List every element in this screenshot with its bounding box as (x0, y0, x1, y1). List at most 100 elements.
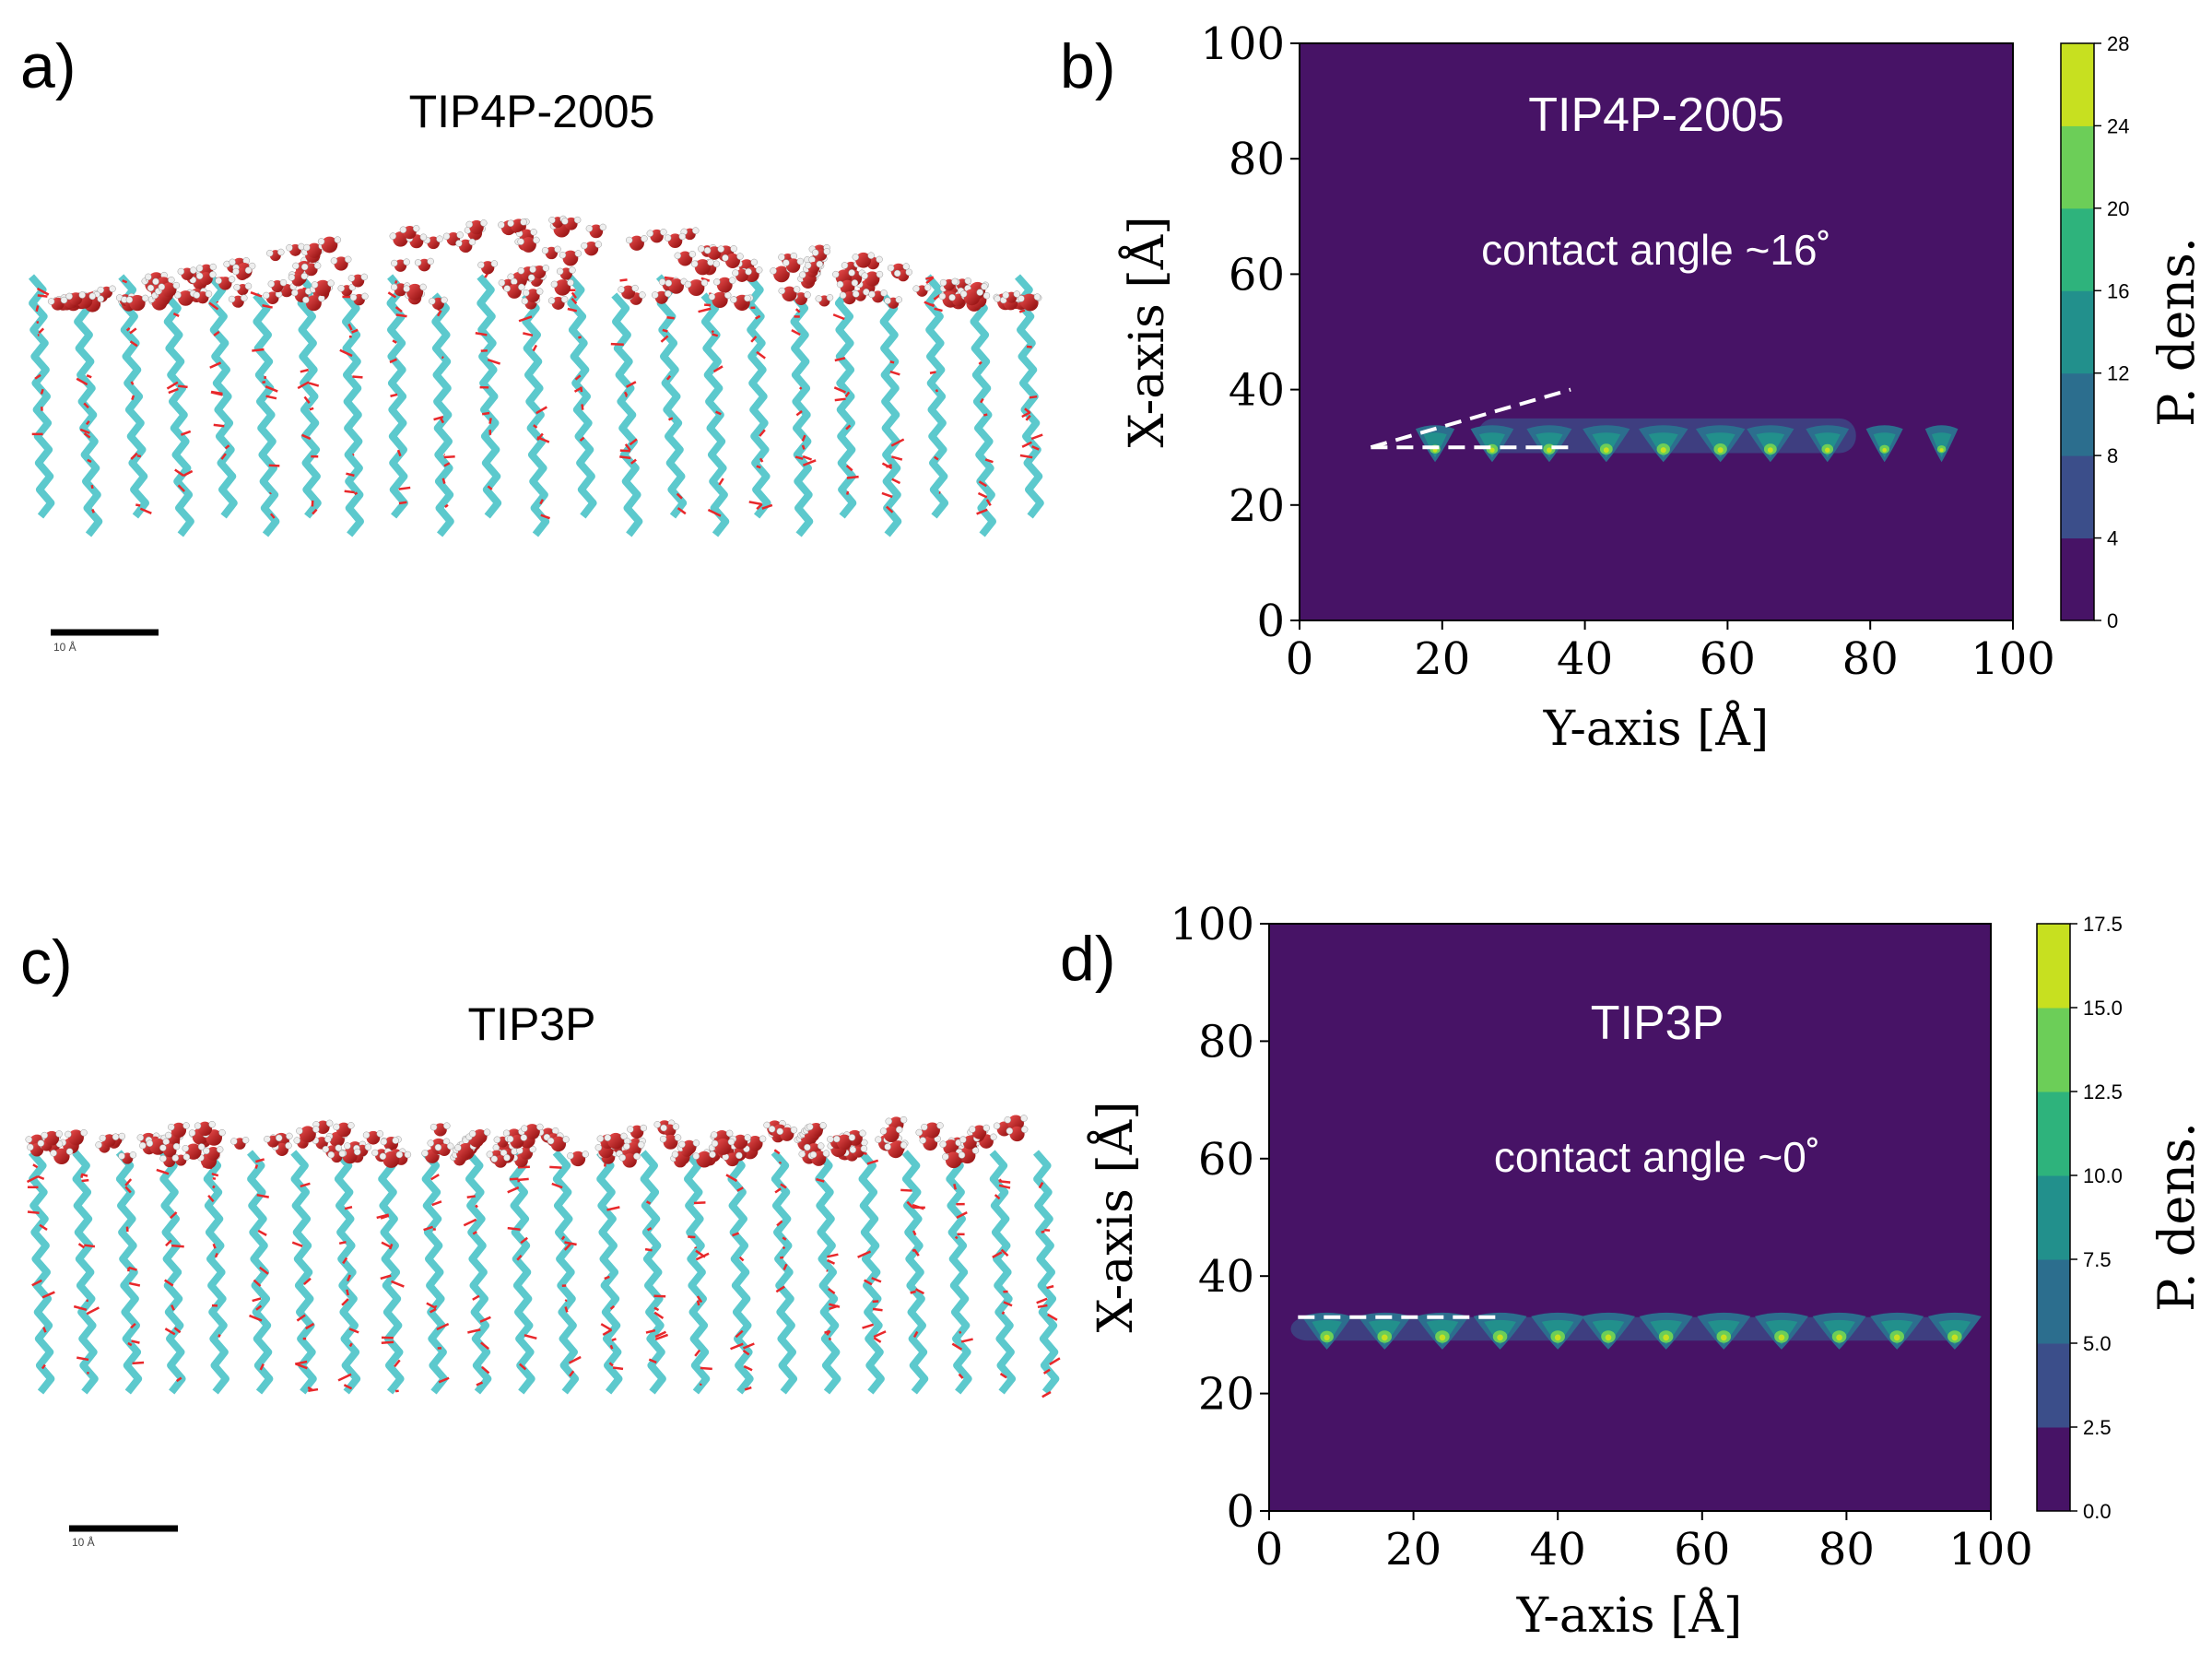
mol-a-chain-22-oxygen-9 (1027, 347, 1032, 348)
mol-c-water-10-h2 (422, 1150, 429, 1156)
mol-a-water-171-h1 (79, 292, 86, 299)
mol-a-water-133-h1 (660, 229, 666, 235)
mol-c-chain-7 (337, 1152, 359, 1392)
mol-a-water-177-h2 (312, 281, 318, 288)
chart-d-xtick-label-5: 100 (1948, 1524, 2033, 1575)
mol-c-water-107-h1 (818, 1143, 824, 1150)
mol-a-water-189-h1 (575, 250, 582, 256)
mol-a-water-172-h1 (977, 289, 983, 296)
mol-a-water-149-h2 (318, 238, 324, 244)
mol-a-chain-17-oxygen-1 (803, 445, 805, 449)
mol-a-chain-22-oxygen-0 (1031, 435, 1042, 439)
mol-c-water-127-h1 (393, 1138, 399, 1144)
mol-c-chain-4-oxygen-8 (214, 1244, 216, 1248)
mol-a-chain-21-oxygen-5 (978, 493, 986, 497)
mol-a-chain-11-backbone (524, 295, 546, 535)
mol-a-water-161-h2 (348, 275, 355, 281)
mol-a-chain-13 (611, 279, 640, 535)
mol-a-water-174-h2 (691, 261, 698, 267)
mol-c-water-25-h2 (654, 1121, 661, 1127)
mol-a-water-58-h2 (885, 298, 891, 304)
mol-a-chain-4-backbone (211, 277, 234, 516)
mol-a-chain-16-oxygen-8 (749, 502, 762, 504)
mol-a-chain-8 (388, 277, 410, 516)
mol-a-chain-18-oxygen-6 (847, 491, 848, 495)
mol-a-chain-13-backbone (614, 295, 639, 535)
mol-a-water-138-h1 (210, 264, 217, 270)
mol-a-water-178-h2 (455, 240, 462, 246)
mol-c-water-149-h1 (710, 1151, 716, 1158)
mol-c-water-134-h2 (264, 1136, 270, 1142)
mol-a-water-182-h1 (853, 290, 859, 297)
mol-c-water-78-h2 (334, 1124, 340, 1130)
mol-a-water-86-h2 (939, 293, 946, 300)
mol-c-water-150-h1 (354, 1149, 360, 1155)
mol-a-chain-1-oxygen-9 (87, 375, 91, 377)
mol-a-water-133-h2 (647, 230, 653, 237)
mol-c-chain-7-oxygen-7 (345, 1207, 352, 1209)
mol-c-water-131-h1 (536, 1124, 543, 1130)
chart-d-colorbar-segment-4 (2037, 1092, 2070, 1176)
mol-a-chain-2-oxygen-1 (132, 395, 134, 400)
mol-a-water-114-h2 (523, 289, 529, 296)
mol-a-chain-7-oxygen-3 (352, 376, 362, 377)
mol-c-water-161-h1 (56, 1130, 63, 1137)
mol-c-water-119-h2 (323, 1146, 329, 1152)
mol-c-water-129-h2 (454, 1144, 461, 1151)
mol-a-chain-0-oxygen-0 (41, 389, 43, 394)
mol-c-chain-21-oxygen-1 (956, 1237, 958, 1239)
mol-a-chain-12-backbone (570, 277, 594, 516)
chart-b-xtick-label-0: 0 (1286, 633, 1314, 685)
mol-a-water-89-h2 (178, 268, 184, 275)
mol-a-water-176-h1 (428, 258, 434, 265)
mol-c-water-118-h1 (959, 1152, 965, 1159)
chart-b-peak-5-core (1718, 447, 1724, 453)
mol-a-water-140-h1 (98, 296, 104, 302)
mol-c-chain-12 (549, 1152, 581, 1392)
mol-a-water-91-h2 (862, 273, 868, 279)
mol-c-water-133-h2 (920, 1137, 926, 1143)
mol-c-chain-15-oxygen-5 (700, 1384, 701, 1386)
chart-b-ytick-label-1: 20 (1229, 480, 1285, 532)
mol-a-water-170-h1 (906, 269, 912, 276)
mol-c-water-103-h2 (435, 1144, 441, 1151)
mol-c-water-11-h1 (582, 1151, 589, 1158)
mol-c-chain-15-oxygen-8 (694, 1202, 705, 1203)
mol-c-water-107-h2 (804, 1144, 810, 1151)
mol-a-water-177-h1 (327, 280, 334, 287)
mol-a-water-70-h1 (951, 278, 958, 285)
mol-a-water-183-h1 (491, 260, 498, 266)
chart-b-colorbar-tick-label-7: 28 (2107, 32, 2129, 55)
mol-c-chain-1-backbone (75, 1152, 94, 1392)
chart-b-annotation: contact angle ~16˚ (1481, 226, 1831, 274)
mol-c-water-155-h2 (921, 1124, 927, 1130)
mol-a-chain-3-oxygen-6 (181, 431, 190, 435)
mol-a-chain-6-oxygen-9 (300, 370, 309, 372)
mol-a-water-102-h1 (701, 279, 708, 286)
chart-b-colorbar-segment-0 (2061, 538, 2094, 621)
mol-a-water-136-h2 (301, 264, 308, 270)
chart-d-peak-10-core (1894, 1335, 1900, 1341)
chart-d-peak-3-core (1497, 1335, 1503, 1341)
mol-a-water-121-h1 (852, 279, 858, 286)
mol-c-chain-6 (292, 1152, 318, 1392)
mol-a-water-151-h1 (744, 295, 750, 301)
mol-a-chain-3-oxygen-2 (178, 386, 187, 387)
mol-c-chain-22 (993, 1152, 1013, 1392)
mol-c-chain-4-oxygen-9 (213, 1174, 214, 1175)
mol-a-chain-0-oxygen-2 (38, 295, 48, 296)
mol-a-chain-4-oxygen-4 (214, 425, 225, 426)
mol-a-water-139-h2 (429, 298, 435, 304)
mol-a-chain-0-backbone (31, 277, 51, 516)
chart-b-colorbar-tick-label-6: 24 (2107, 114, 2129, 137)
mol-c-water-131-h2 (521, 1126, 527, 1132)
mol-c-chain-2-oxygen-0 (129, 1283, 140, 1285)
mol-a-water-145-h2 (126, 297, 133, 303)
chart-b-ytick-label-3: 60 (1229, 249, 1285, 301)
mol-c-water-35-h1 (641, 1125, 647, 1131)
mol-c-water-151-h2 (1006, 1127, 1013, 1134)
mol-a-chain-21-oxygen-0 (979, 362, 982, 364)
chart-b-peak-2-core (1547, 447, 1552, 453)
mol-a-water-10-h2 (331, 257, 337, 264)
